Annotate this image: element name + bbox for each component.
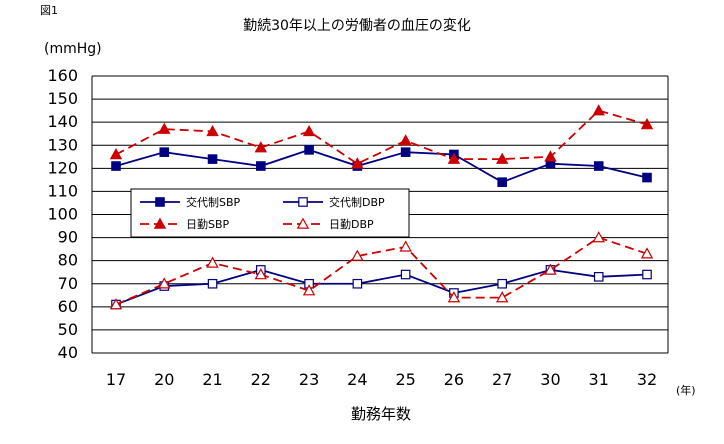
y-tick-70: 70: [58, 274, 78, 293]
point-4-26: [447, 291, 461, 303]
y-tick-120: 120: [47, 158, 78, 177]
chart-title: 勤続30年以上の労働者の血圧の変化: [243, 17, 471, 34]
legend-label-1: 交代制SBP: [186, 195, 241, 209]
y-tick-50: 50: [58, 320, 78, 339]
y-tick-130: 130: [47, 135, 78, 154]
gridlines: [91, 75, 669, 354]
legend-marker-3: [153, 217, 167, 229]
series-line-1: [115, 148, 648, 184]
point-4-31: [592, 231, 605, 243]
series-line-2: [115, 268, 648, 306]
x-tick-26: 26: [444, 370, 464, 389]
x-axis-label: 勤務年数: [351, 405, 411, 423]
y-tick-80: 80: [58, 251, 78, 270]
point-3-26: [447, 152, 461, 164]
x-axis-unit: (年): [676, 383, 696, 397]
point-1-23: [304, 145, 314, 155]
point-3-24: [351, 157, 364, 169]
point-4-23: [302, 284, 316, 296]
y-tick-160: 160: [47, 66, 78, 85]
point-1-20: [159, 147, 170, 157]
point-2-21: [207, 278, 218, 289]
point-3-23: [302, 124, 316, 137]
legend-marker-4: [296, 217, 310, 229]
series-line-4: [115, 236, 648, 306]
point-2-24: [352, 278, 363, 289]
point-2-25: [400, 269, 411, 280]
x-tick-labels: 17 20 21 22 23 24 25 26 27 30 31 32: [106, 370, 657, 389]
point-3-27: [495, 152, 509, 164]
point-4-22: [254, 268, 268, 280]
figure-label: 図1: [40, 4, 58, 17]
legend-label-3: 日勤SBP: [186, 218, 230, 231]
point-2-31: [593, 272, 604, 282]
point-1-21: [207, 154, 218, 164]
point-3-25: [399, 134, 412, 146]
point-3-21: [206, 124, 219, 137]
y-tick-labels: 40 50 60 70 80 90 100 110 120 130 140 150 160: [47, 66, 78, 362]
point-2-32: [642, 269, 652, 280]
y-tick-140: 140: [47, 112, 78, 131]
point-4-21: [206, 256, 219, 268]
y-tick-100: 100: [47, 205, 78, 224]
point-1-27: [497, 177, 507, 187]
point-1-25: [400, 147, 411, 157]
legend-label-2: 交代制DBP: [329, 195, 385, 209]
x-tick-21: 21: [202, 370, 222, 389]
y-axis-label: (mmHg): [44, 41, 102, 57]
point-1-22: [256, 161, 266, 171]
series-1: [111, 145, 652, 187]
point-3-20: [158, 122, 171, 134]
point-4-17: [109, 298, 123, 310]
series-4: [109, 231, 654, 310]
point-3-31: [592, 104, 605, 116]
point-4-20: [158, 277, 171, 289]
y-tick-150: 150: [47, 89, 78, 108]
legend-label-4: 日勤DBP: [329, 218, 374, 231]
point-4-30: [544, 263, 557, 275]
x-tick-24: 24: [347, 370, 367, 389]
point-3-30: [544, 150, 557, 162]
x-tick-25: 25: [395, 370, 415, 389]
x-tick-31: 31: [589, 370, 609, 389]
x-tick-32: 32: [637, 370, 657, 389]
point-4-32: [640, 247, 654, 259]
x-tick-22: 22: [251, 370, 271, 389]
legend: 交代制SBP 交代制DBP 日勤SBP 日勤DBP: [130, 188, 410, 238]
point-2-27: [497, 278, 507, 289]
point-3-17: [109, 148, 123, 160]
point-4-24: [351, 249, 364, 261]
legend-marker-2: [298, 197, 308, 207]
point-4-25: [399, 240, 412, 252]
x-tick-17: 17: [106, 370, 126, 389]
y-tick-40: 40: [58, 343, 78, 362]
legend-marker-1: [155, 197, 165, 207]
x-tick-30: 30: [540, 370, 560, 389]
legend-box: [130, 188, 410, 238]
x-tick-20: 20: [154, 370, 174, 389]
y-tick-90: 90: [58, 228, 78, 247]
point-1-32: [642, 172, 652, 183]
x-tick-23: 23: [299, 370, 319, 389]
series-group: [109, 104, 654, 310]
point-1-31: [593, 161, 604, 171]
point-1-17: [111, 161, 121, 171]
series-line-3: [115, 109, 648, 165]
x-tick-27: 27: [492, 370, 512, 389]
y-tick-60: 60: [58, 297, 78, 316]
series-3: [109, 104, 654, 169]
point-3-22: [254, 141, 268, 153]
point-3-32: [640, 118, 654, 130]
y-tick-110: 110: [47, 181, 78, 200]
series-2: [111, 265, 652, 310]
point-4-27: [495, 291, 509, 303]
